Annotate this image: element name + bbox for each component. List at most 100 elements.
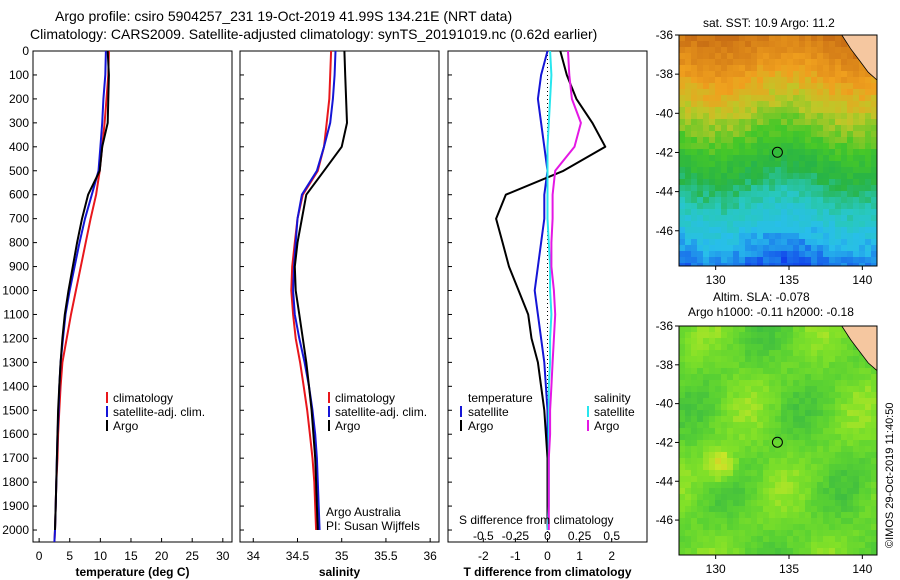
map-cell [769,257,776,264]
map-cell [865,197,872,204]
map-cell [847,548,854,555]
map-cell [685,512,692,519]
map-cell [841,362,848,369]
map-cell [685,77,692,84]
map-cell [745,197,752,204]
map-cell [751,167,758,174]
map-cell [811,518,818,525]
map-cell [757,77,764,84]
map-cell [763,332,770,339]
map-cell [721,89,728,96]
map-cell [811,434,818,441]
credit-line2: PI: Susan Wijffels [326,519,420,533]
map-cell [775,524,782,531]
map-cell [679,137,686,144]
map-cell [739,506,746,513]
map-cell [715,53,722,60]
map-cell [787,233,794,240]
map-cell [721,209,728,216]
map-cell [685,380,692,387]
map-cell [697,386,704,393]
map-cell [823,215,830,222]
map-cell [805,368,812,375]
map-cell [727,350,734,357]
map-cell [685,173,692,180]
map-cell [811,350,818,357]
map-cell [703,398,710,405]
map-cell [751,464,758,471]
map-cell [805,548,812,555]
map-cell [709,356,716,363]
x-tick-label: 34 [247,549,261,563]
sla-field-cells [679,326,877,555]
map-cell [817,185,824,192]
map-cell [781,41,788,48]
map-cell [793,374,800,381]
map-cell [853,494,860,501]
map-cell [709,191,716,198]
map-cell [751,404,758,411]
map-cell [721,536,728,543]
map-cell [865,428,872,435]
map-cell [727,149,734,156]
map-cell [799,107,806,114]
map-cell [865,179,872,186]
map-cell [793,500,800,507]
map-cell [841,386,848,393]
map-cell [835,338,842,345]
map-cell [781,524,788,531]
map-cell [733,374,740,381]
map-cell [721,233,728,240]
map-cell [781,548,788,555]
map-cell [745,233,752,240]
map-cell [841,416,848,423]
map-cell [781,173,788,180]
map-cell [697,518,704,525]
map-cell [805,95,812,102]
map-cell [751,344,758,351]
map-cell [787,113,794,120]
map-cell [865,416,872,423]
y-tick-label: 400 [9,140,29,154]
map-cell [679,452,686,459]
map-cell [793,458,800,465]
map-cell [757,410,764,417]
map-cell [763,326,770,333]
map-cell [835,65,842,72]
map-cell [793,542,800,549]
map-cell [685,47,692,54]
map-cell [799,350,806,357]
map-cell [811,476,818,483]
map-cell [853,470,860,477]
map-cell [733,47,740,54]
map-cell [751,356,758,363]
map-cell [829,476,836,483]
map-cell [793,356,800,363]
map-cell [817,119,824,126]
map-cell [781,500,788,507]
map-cell [709,530,716,537]
map-cell [727,452,734,459]
map-cell [805,167,812,174]
map-cell [781,233,788,240]
map-cell [859,404,866,411]
map-cell [763,482,770,489]
map-cell [751,53,758,60]
map-cell [685,89,692,96]
map-cell [757,41,764,48]
map-cell [709,482,716,489]
map-cell [727,404,734,411]
map-cell [757,398,764,405]
map-cell [757,185,764,192]
map-cell [847,362,854,369]
map-cell [823,524,830,531]
map-cell [871,155,877,162]
map-cell [703,263,710,266]
map-cell [703,59,710,66]
map-cell [835,476,842,483]
map-cell [805,113,812,120]
map-cell [817,149,824,156]
map-cell [829,263,836,266]
map-cell [703,338,710,345]
map-cell [853,263,860,266]
